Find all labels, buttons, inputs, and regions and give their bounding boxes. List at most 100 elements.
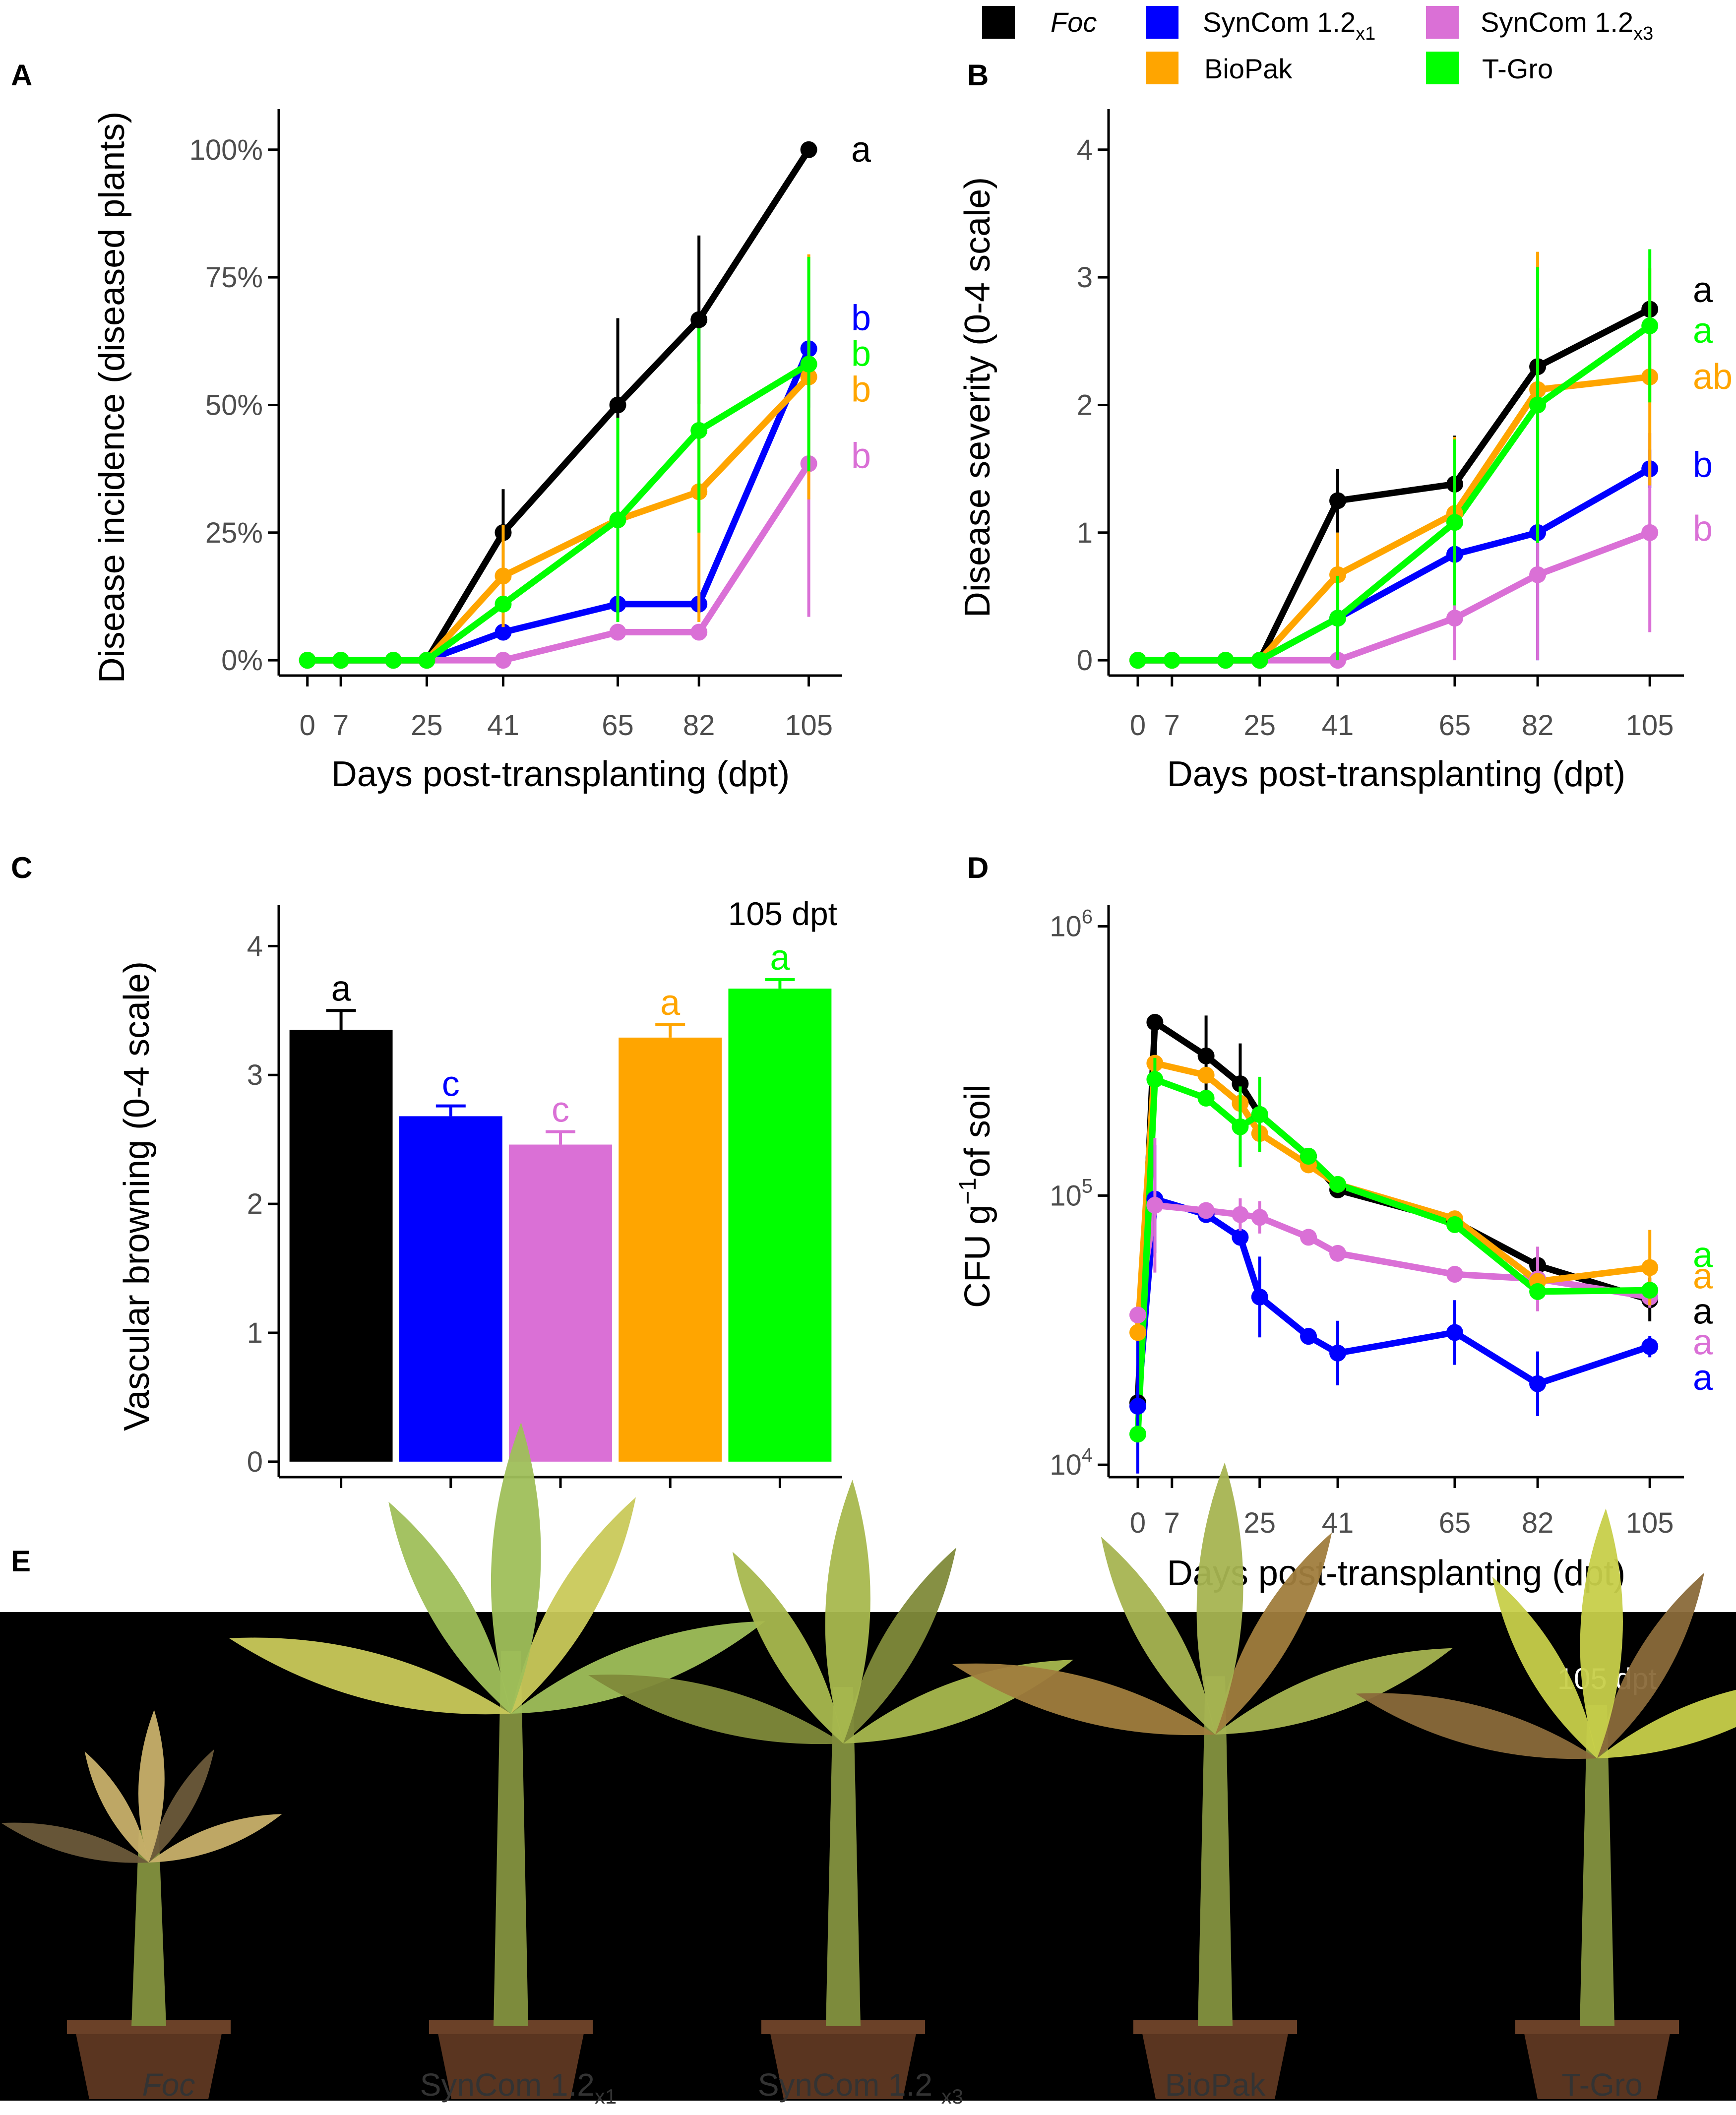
plant-stem [1580,1705,1614,2026]
significance-letter-biopak: a [1693,1257,1713,1297]
series-line-biopak [1134,1060,1650,1333]
data-point-x3 [1300,1229,1317,1246]
data-point-tgro [690,422,708,439]
panel-label-c: C [11,851,32,884]
data-point-biopak [1329,566,1347,583]
data-point-x1 [1529,1375,1547,1392]
y-tick-label: 3 [247,1059,263,1091]
y-tick-label: 106 [1050,906,1093,942]
data-point-tgro [1129,1426,1146,1443]
photo-caption: Foc [142,2067,195,2103]
significance-letter-foc: a [1693,270,1713,310]
significance-letter-x1: b [1693,445,1713,485]
y-tick-label: 1 [1077,517,1093,549]
significance-letter-biopak: ab [1693,357,1733,397]
legend-label-tgro: T-Gro [1482,53,1553,84]
legend-label-syncom-x1: SynCom 1.2x1 [1203,6,1375,44]
data-point-tgro [1232,1118,1249,1135]
y-tick-label: 4 [247,930,263,962]
y-tick-label: 2 [1077,389,1093,421]
series-line-tgro [307,361,810,664]
plant-leaf [1215,1648,1453,1735]
plant-pot [436,2026,585,2099]
plant-leaf [1580,1508,1623,1758]
x-tick-label: 105 [785,709,833,742]
plant-leaf [1492,1576,1597,1758]
y-axis-title: Vascular browning (0-4 scale) [117,961,157,1431]
significance-letter-foc: a [851,130,871,170]
significance-letter-x1: b [851,298,871,338]
data-point-x1 [1641,1338,1659,1355]
plant-leaf [588,1675,843,1744]
data-point-biopak [495,567,512,585]
x-axis-title: Days post-transplanting (dpt) [1167,1554,1625,1593]
data-point-x3 [1446,610,1463,627]
data-point-foc [690,311,708,328]
x-tick-label: 82 [683,709,715,742]
plant-pot [1141,2026,1290,2099]
x-tick-label: 25 [411,709,443,742]
plant-leaf [511,1497,636,1714]
plant-pot [1523,2026,1672,2099]
data-point-tgro [1329,610,1347,627]
x-tick-label: 65 [602,709,634,742]
significance-letter-x1: a [1693,1358,1713,1398]
significance-letter-x3: b [1693,509,1713,549]
x-tick-label: 41 [1322,1507,1354,1539]
panel-label-d: D [967,851,989,884]
data-point-tgro [1251,1106,1268,1123]
plant-leaf [1,1822,149,1863]
data-point-biopak [1129,1324,1146,1341]
significance-letter-foc: a [1693,1292,1713,1332]
y-tick-label: 104 [1050,1444,1093,1481]
x-axis-title: Days post-transplanting (dpt) [1167,754,1625,794]
data-point-tgro [495,595,512,613]
data-point-x1 [1251,1288,1268,1306]
data-point-x3 [1641,524,1659,541]
y-tick-label: 100% [189,134,263,166]
y-tick-label: 4 [1077,134,1093,166]
series-line-x3 [1134,1202,1651,1316]
data-point-tgro [609,511,626,529]
photo-caption-text: SynCom 1.2 [420,2067,595,2103]
plant-leaf [1196,1462,1243,1735]
chart-panel-a: 0% 25% 50% 75% 100% 0 7 25 41 65 82 105 Days post-tr… [92,109,871,794]
data-point-x3 [1446,1266,1463,1283]
significance-letter-x3: c [552,1090,569,1130]
plant-leaf [732,1552,843,1743]
plant-leaf [952,1663,1215,1736]
plant-leaf [149,1749,214,1863]
y-tick-base: 10 [1050,1180,1082,1212]
y-tick-exp: 6 [1082,906,1093,928]
series-line-x1 [307,347,812,664]
series-line-tgro [1138,323,1652,664]
data-point-tgro [299,652,316,669]
series-line-foc [1138,306,1652,664]
photo-caption: SynCom 1.2x1 [420,2067,617,2108]
data-point-x1 [1329,1344,1347,1362]
series-line-x3 [1138,529,1651,664]
significance-letter-foc: a [331,969,352,1008]
data-point-x3 [609,623,626,641]
plant-leaf [1597,1572,1704,1758]
significance-letter-biopak: b [851,370,871,410]
data-point-tgro [1197,1089,1215,1107]
y-tick-label: 50% [205,389,263,421]
y-tick-label: 75% [205,261,263,294]
plant-leaf [1597,1689,1736,1758]
x-tick-label: 0 [1130,1507,1146,1539]
plant-leaf [511,1621,766,1714]
data-point-foc [1197,1047,1215,1064]
data-point-tgro [1217,652,1234,669]
data-point-tgro [1446,514,1463,531]
data-point-tgro [1529,1283,1547,1300]
significance-letter-tgro: b [851,334,871,374]
data-point-x1 [1232,1229,1249,1246]
significance-letter-biopak: a [660,983,681,1023]
x-tick-label: 82 [1522,709,1554,742]
photo-caption: SynCom 1.2 x3 [758,2067,963,2108]
photo-caption-text: BioPak [1165,2067,1266,2103]
plant-leaf [1356,1693,1597,1759]
data-point-tgro [1163,652,1180,669]
x-tick-label: 105 [1626,709,1674,742]
